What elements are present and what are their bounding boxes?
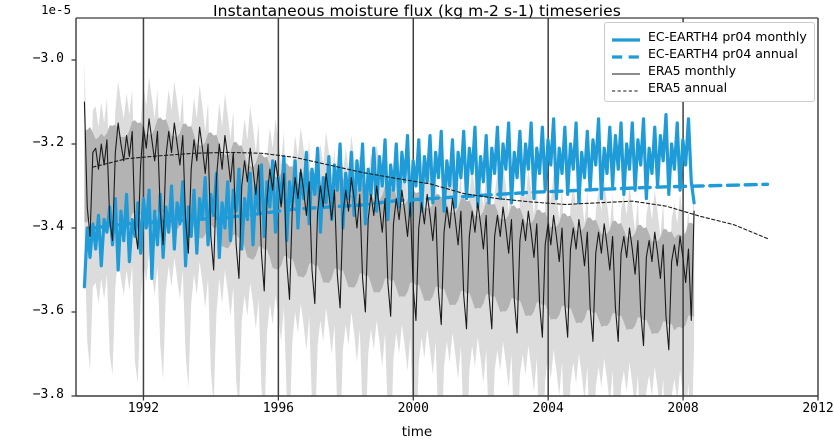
chart-title: Instantaneous moisture flux (kg m-2 s-1)… xyxy=(213,2,621,20)
axis-spines xyxy=(75,17,819,397)
y-tick-label-1: −3.2 xyxy=(32,135,64,150)
legend[interactable]: EC-EARTH4 pr04 monthly EC-EARTH4 pr04 ann… xyxy=(604,22,815,102)
series-line xyxy=(82,113,696,289)
x-axis-label: time xyxy=(401,424,433,440)
y-tick-label-3: −3.6 xyxy=(32,303,64,318)
legend-label: ERA5 monthly xyxy=(648,63,736,78)
y-tick-label-0: −3.0 xyxy=(32,51,64,66)
legend-swatch-icon xyxy=(611,48,641,60)
series-line xyxy=(91,182,770,230)
legend-item-3[interactable]: ERA5 annual xyxy=(611,79,807,96)
x-tick-label-1996: 1996 xyxy=(262,401,295,416)
y-axis-offset-text: 1e-5 xyxy=(41,2,72,17)
legend-swatch-icon xyxy=(611,65,641,77)
x-tick-label-1992: 1992 xyxy=(127,401,160,416)
y-tick-label-2: −3.4 xyxy=(32,219,64,234)
legend-label: EC-EARTH4 pr04 monthly xyxy=(648,29,807,44)
data-lines xyxy=(82,101,770,351)
legend-label: EC-EARTH4 pr04 annual xyxy=(648,46,798,61)
series-line xyxy=(83,101,695,351)
legend-label: ERA5 annual xyxy=(648,80,728,95)
series-line xyxy=(92,151,768,240)
legend-item-1[interactable]: EC-EARTH4 pr04 annual xyxy=(611,45,807,62)
x-tick-label-2004: 2004 xyxy=(532,401,564,416)
legend-swatch-icon xyxy=(611,31,641,43)
axis-ticks xyxy=(71,59,819,401)
legend-swatch-icon xyxy=(611,82,641,94)
legend-item-2[interactable]: ERA5 monthly xyxy=(611,62,807,79)
legend-item-0[interactable]: EC-EARTH4 pr04 monthly xyxy=(611,28,807,45)
x-tick-label-2000: 2000 xyxy=(397,401,429,416)
x-tick-label-2012: 2012 xyxy=(802,401,834,416)
y-tick-label-4: −3.8 xyxy=(32,387,64,402)
x-tick-label-2008: 2008 xyxy=(667,401,699,416)
uncertainty-bands xyxy=(84,60,695,396)
